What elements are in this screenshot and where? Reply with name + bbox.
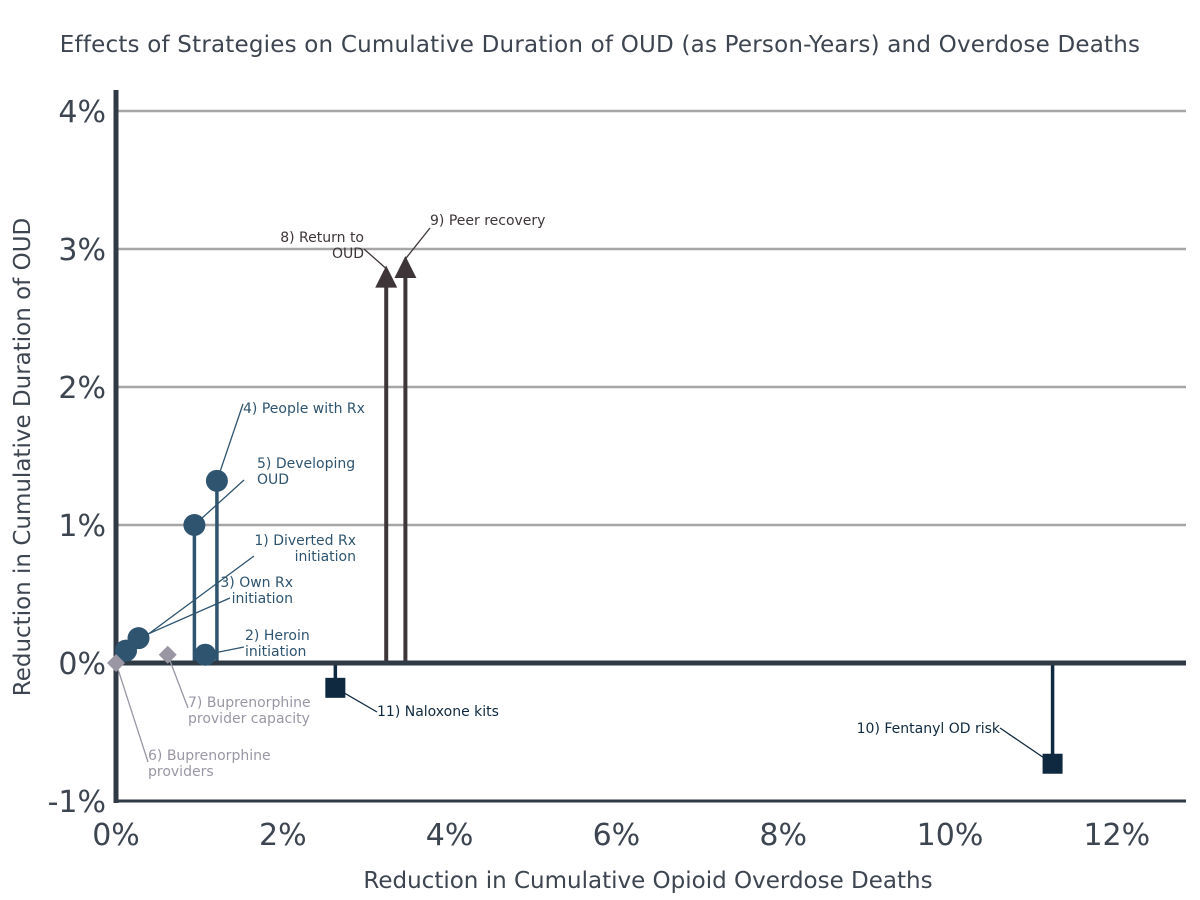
- annotation-label: 1) Diverted Rx initiation: [254, 533, 356, 565]
- y-tick-label: 3%: [58, 233, 106, 268]
- annotation-label: 7) Buprenorphine provider capacity: [188, 695, 311, 727]
- square-marker: [325, 677, 346, 698]
- annotation-line: 4) People with Rx: [243, 401, 365, 417]
- annotation-label: 2) Heroin initiation: [245, 628, 310, 660]
- diamond-marker: [107, 654, 125, 672]
- x-tick-label: 8%: [759, 818, 807, 853]
- leader-lines: [115, 227, 1053, 765]
- x-tick-label: 12%: [1083, 818, 1150, 853]
- annotation-line: initiation: [245, 644, 306, 660]
- x-tick-label: 0%: [92, 818, 140, 853]
- x-tick-label: 4%: [426, 818, 474, 853]
- data-markers: [107, 255, 1063, 774]
- annotation-label: 8) Return to OUD: [280, 230, 364, 262]
- annotation-label: 3) Own Rx initiation: [220, 575, 293, 607]
- triangle-marker: [394, 255, 417, 278]
- triangle-marker: [375, 265, 398, 288]
- leader-line: [363, 248, 387, 270]
- annotation-label: 5) Developing OUD: [257, 456, 355, 488]
- square-marker: [1042, 753, 1063, 774]
- x-tick-label: 10%: [917, 818, 984, 853]
- gridlines: [116, 109, 1186, 527]
- annotation-line: 5) Developing: [257, 456, 355, 472]
- leader-line: [138, 597, 231, 639]
- annotation-line: OUD: [332, 246, 364, 262]
- axes: [113, 90, 1186, 803]
- annotation-line: 2) Heroin: [245, 628, 310, 644]
- x-tick-label: 6%: [593, 818, 641, 853]
- x-axis-label: Reduction in Cumulative Opioid Overdose …: [363, 868, 932, 894]
- leader-line: [193, 479, 245, 526]
- annotation-line: 6) Buprenorphine: [148, 748, 271, 764]
- annotation-label: 10) Fentanyl OD risk: [857, 721, 1001, 737]
- y-tick-label: 4%: [58, 95, 106, 130]
- annotation-line: 9) Peer recovery: [430, 213, 545, 229]
- annotation-line: 1) Diverted Rx: [254, 533, 356, 549]
- annotation-line: provider capacity: [188, 711, 310, 727]
- x-tick-label: 2%: [259, 818, 307, 853]
- annotation-line: OUD: [257, 472, 289, 488]
- chart-title: Effects of Strategies on Cumulative Dura…: [60, 32, 1140, 58]
- annotation-label: 4) People with Rx: [243, 401, 365, 417]
- tick-labels: -1%0%1%2%3%4%0% 2% 4% 6% 8% 10% 12%: [48, 95, 1151, 853]
- annotation-line: 10) Fentanyl OD risk: [857, 721, 1001, 737]
- y-tick-label: 0%: [58, 647, 106, 682]
- y-axis-label: Reduction in Cumulative Duration of OUD: [10, 218, 36, 697]
- annotation-line: initiation: [295, 549, 356, 565]
- leader-line: [404, 227, 431, 260]
- leader-line: [167, 654, 189, 709]
- annotation-line: providers: [148, 764, 214, 780]
- annotation-line: 8) Return to: [280, 230, 364, 246]
- y-tick-label: -1%: [48, 785, 106, 820]
- annotation-label: 9) Peer recovery: [430, 213, 545, 229]
- circle-marker: [205, 469, 228, 492]
- y-tick-label: 1%: [58, 509, 106, 544]
- leader-line: [115, 662, 149, 763]
- circle-marker: [194, 643, 217, 666]
- y-tick-label: 2%: [58, 371, 106, 406]
- circle-marker: [127, 627, 150, 650]
- annotation-label: 11) Naloxone kits: [377, 704, 499, 720]
- leader-line: [216, 403, 244, 482]
- annotation-line: initiation: [232, 591, 293, 607]
- annotation-label: 6) Buprenorphine providers: [148, 748, 271, 780]
- annotation-line: 7) Buprenorphine: [188, 695, 311, 711]
- annotation-line: 3) Own Rx: [220, 575, 293, 591]
- stems: [192, 266, 1055, 764]
- annotation-line: 11) Naloxone kits: [377, 704, 499, 720]
- circle-marker: [183, 514, 206, 536]
- diamond-marker: [158, 645, 177, 664]
